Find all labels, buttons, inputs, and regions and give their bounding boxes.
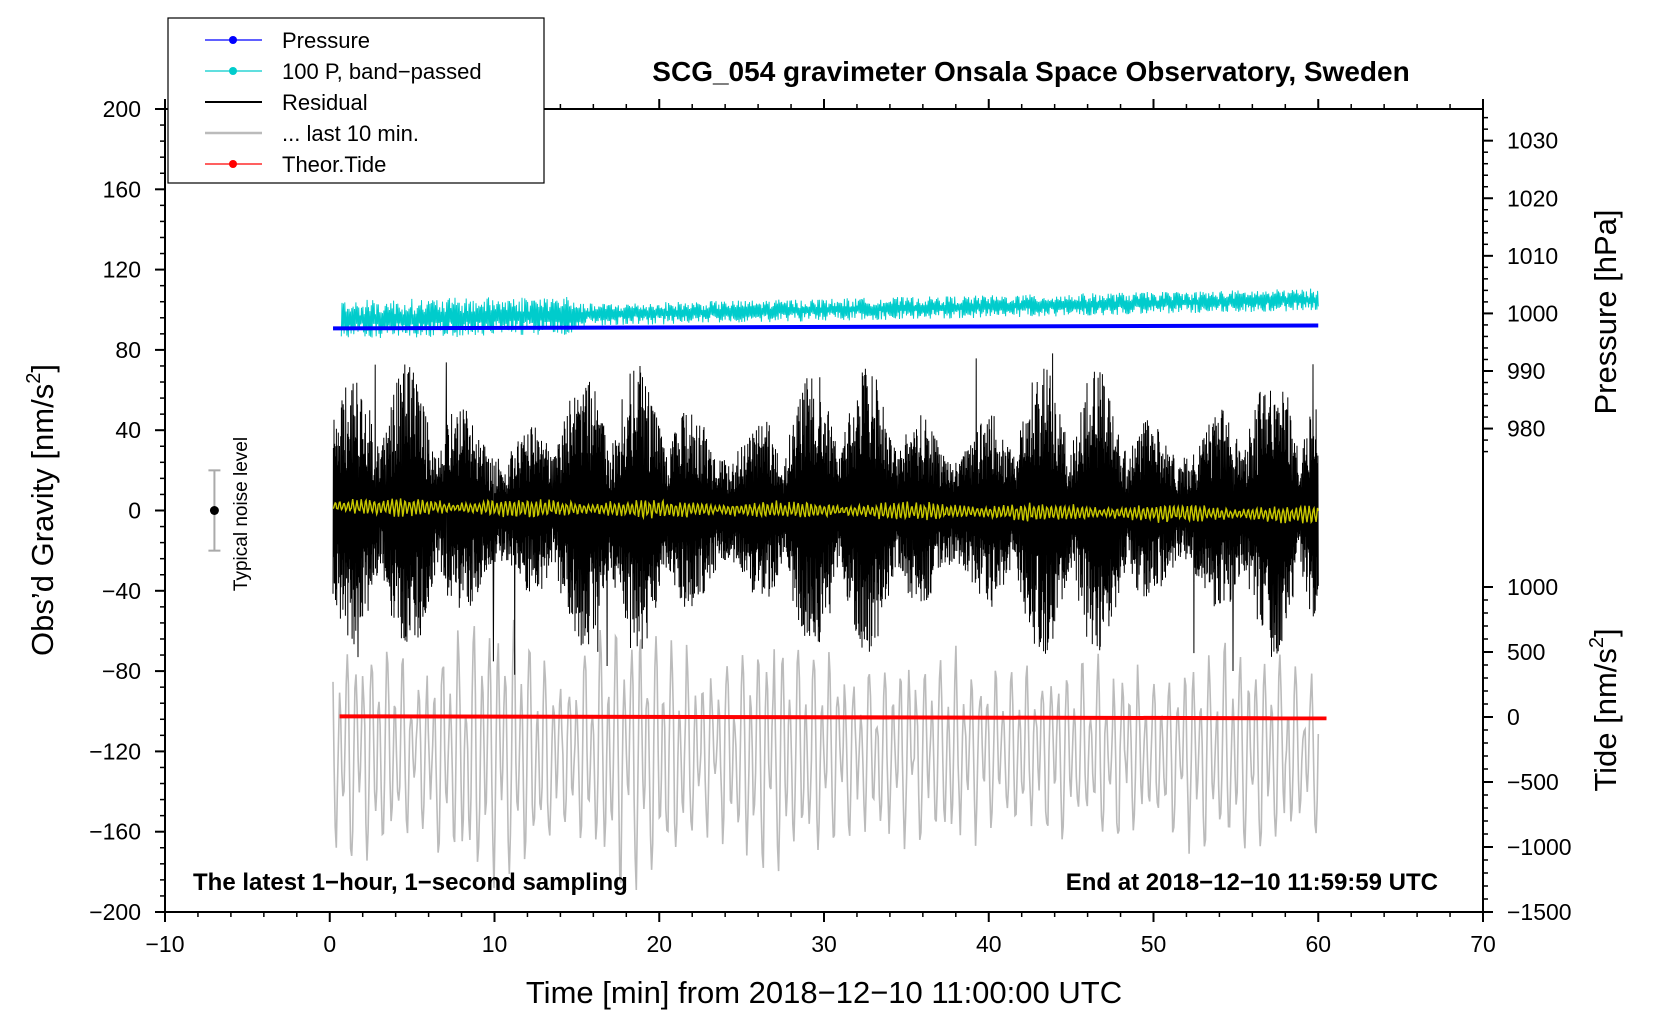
y-tick-label: 160: [103, 176, 141, 202]
legend-box: [167, 17, 545, 184]
series-residual: [332, 353, 1319, 675]
y-axis-left-title: Obs’d Gravity [nm/s2]: [23, 364, 60, 656]
chart-title: SCG_054 gravimeter Onsala Space Observat…: [652, 56, 1409, 87]
legend-label: ... last 10 min.: [282, 121, 419, 146]
legend-label: Theor.Tide: [282, 152, 386, 177]
pressure-tick-label: 980: [1507, 416, 1545, 442]
y-axis-left: 200 160 120 80 40 0 −40 −80 −120 −160 −200: [89, 96, 165, 925]
tide-tick-label: 0: [1507, 704, 1520, 730]
y-axis-right-pressure: 1030 1020 1010 1000 990 980: [1483, 116, 1558, 453]
legend-marker: [229, 160, 237, 168]
x-tick-label: 10: [482, 931, 508, 957]
x-tick-label: 40: [976, 931, 1002, 957]
annotation-latest-hour: The latest 1−hour, 1−second sampling: [193, 869, 628, 896]
x-tick-label: 70: [1470, 931, 1496, 957]
y-tick-label: 80: [115, 337, 141, 363]
noise-label: Typical noise level: [231, 437, 252, 591]
series-theoretical-tide: [339, 714, 1327, 721]
y-tick-label: 40: [115, 417, 141, 443]
y-tick-label: −160: [89, 819, 141, 845]
y-tick-label: −120: [89, 738, 141, 764]
pressure-tick-label: 990: [1507, 358, 1545, 384]
x-tick-label: 30: [811, 931, 837, 957]
pressure-tick-label: 1030: [1507, 128, 1558, 154]
series-pressure: [333, 323, 1319, 331]
x-tick-label: 60: [1305, 931, 1331, 957]
x-axis: −10 0 10 20 30 40 50 60 70: [145, 99, 1496, 957]
tide-tick-label: 500: [1507, 639, 1545, 665]
tide-tick-label: −1500: [1507, 899, 1572, 925]
x-tick-label: 20: [646, 931, 672, 957]
traces: [332, 288, 1327, 891]
y-tick-label: 120: [103, 257, 141, 283]
y-tick-label: 200: [103, 96, 141, 122]
noise-dot: [209, 506, 219, 515]
pressure-tick-label: 1020: [1507, 185, 1558, 211]
tide-tick-label: −1000: [1507, 834, 1572, 860]
legend-label: 100 P, band−passed: [282, 59, 482, 84]
series-band-passed-pressure: [340, 288, 1319, 339]
y-tick-label: −80: [102, 658, 141, 684]
pressure-tick-label: 1000: [1507, 300, 1558, 326]
y-tick-label: 0: [128, 498, 141, 524]
tide-tick-label: −500: [1507, 769, 1559, 795]
legend: Pressure 100 P, band−passed Residual ... la…: [167, 17, 545, 184]
y-axis-right-tide-title: Tide [nm/s2]: [1586, 628, 1623, 791]
noise-indicator: Typical noise level: [208, 437, 252, 591]
y-tick-label: −200: [89, 899, 141, 925]
series-residual-smoothed: [332, 498, 1319, 525]
x-tick-label: 0: [323, 931, 336, 957]
pressure-tick-label: 1010: [1507, 243, 1558, 269]
series-last-10-min: [332, 619, 1320, 891]
x-tick-label: −10: [145, 931, 184, 957]
tide-tick-label: 1000: [1507, 574, 1558, 600]
legend-label: Residual: [282, 90, 368, 115]
legend-marker: [229, 67, 237, 75]
y-axis-right-tide: 1000 500 0 −500 −1000 −1500: [1483, 574, 1572, 925]
annotation-end-time: End at 2018−12−10 11:59:59 UTC: [1066, 869, 1438, 896]
legend-marker: [229, 36, 237, 44]
x-tick-label: 50: [1141, 931, 1167, 957]
legend-label: Pressure: [282, 28, 370, 53]
y-tick-label: −40: [102, 578, 141, 604]
y-axis-right-pressure-title: Pressure [hPa]: [1588, 209, 1623, 414]
x-axis-title: Time [min] from 2018−12−10 11:00:00 UTC: [526, 975, 1122, 1010]
